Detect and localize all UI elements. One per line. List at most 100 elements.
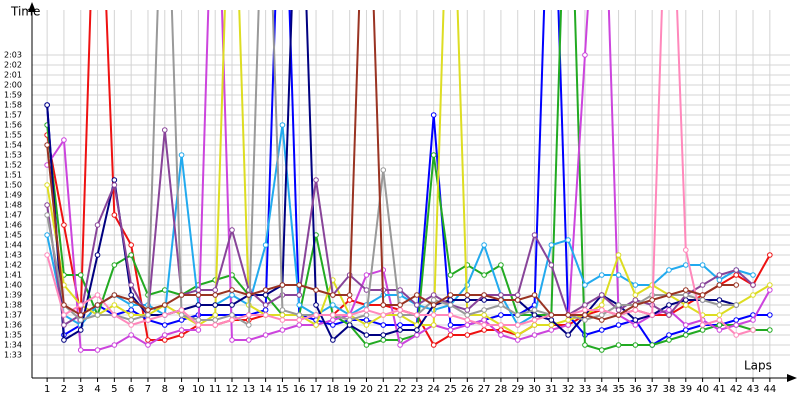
lap-point [699, 297, 706, 303]
lap-point [750, 282, 756, 288]
lap-point [447, 332, 454, 338]
lap-point [313, 312, 319, 318]
y-tick-label: 2:03 [4, 51, 22, 60]
lap-point [716, 297, 723, 303]
lap-point [111, 302, 118, 308]
lap-point [481, 297, 487, 303]
lap-point [380, 167, 387, 173]
lap-point [414, 302, 420, 308]
lap-point [481, 242, 487, 248]
lap-point [666, 312, 672, 318]
lap-point [111, 312, 118, 318]
lap-point [464, 297, 471, 303]
lap-point [229, 287, 235, 293]
lap-point [44, 252, 50, 258]
x-tick-label: 27 [478, 384, 491, 395]
lap-point [716, 312, 723, 318]
lap-point [430, 152, 437, 158]
y-tick-label: 1:48 [4, 201, 22, 210]
lap-point [767, 252, 773, 258]
lap-point [582, 317, 588, 323]
lap-point [313, 322, 319, 328]
lap-point [514, 337, 521, 343]
lap-point [733, 322, 740, 328]
lap-point [397, 312, 403, 318]
x-tick-label: 8 [162, 384, 168, 395]
lap-point [363, 322, 370, 328]
y-tick-label: 1:58 [4, 101, 22, 110]
lap-point [111, 262, 118, 268]
lap-point [195, 327, 202, 333]
y-tick-label: 1:53 [4, 151, 22, 160]
lap-point [716, 317, 723, 323]
lap-point [128, 312, 134, 318]
lap-point [380, 302, 387, 308]
lap-point [582, 302, 588, 308]
lap-point [397, 287, 403, 293]
lap-point [363, 287, 370, 293]
lap-point [498, 322, 504, 328]
lap-point [682, 262, 689, 268]
lap-point [128, 302, 134, 308]
x-axis-arrow [787, 374, 797, 382]
lap-point [615, 302, 622, 308]
lap-point [279, 327, 286, 333]
lap-point [128, 242, 134, 248]
lap-point [279, 282, 286, 288]
y-axis-title: Time [10, 5, 40, 19]
lap-point [666, 332, 672, 338]
lap-point [464, 322, 471, 328]
lap-point [44, 212, 50, 218]
lap-point [498, 262, 504, 268]
lap-point [296, 282, 303, 288]
lap-point [178, 317, 185, 323]
y-tick-label: 1:33 [4, 351, 22, 360]
y-tick-label: 2:00 [4, 81, 22, 90]
lap-point [279, 122, 286, 128]
lap-point [531, 317, 538, 323]
lap-point [313, 302, 319, 308]
lap-point [111, 342, 118, 348]
lap-point [94, 252, 101, 258]
x-tick-label: 42 [730, 384, 743, 395]
x-tick-label: 13 [242, 384, 255, 395]
x-tick-label: 32 [562, 384, 575, 395]
lap-point [531, 307, 538, 313]
lap-point [498, 297, 504, 303]
lap-point [77, 327, 84, 333]
lap-point [767, 327, 773, 333]
y-tick-label: 1:35 [4, 331, 22, 340]
lap-point [767, 282, 773, 288]
y-tick-label: 1:49 [4, 191, 22, 200]
lap-point [615, 272, 622, 278]
lap-point [565, 322, 571, 328]
lap-point [481, 307, 487, 313]
lap-point [565, 312, 571, 318]
lap-point [582, 52, 588, 58]
lap-point [699, 262, 706, 268]
lap-point [464, 312, 471, 318]
lap-point [531, 332, 538, 338]
x-tick-label: 38 [663, 384, 676, 395]
lap-point [128, 292, 134, 298]
lap-point [296, 302, 303, 308]
lap-point [682, 332, 689, 338]
lap-point [514, 332, 521, 338]
lap-point [632, 297, 639, 303]
lap-point [632, 307, 639, 313]
lap-point [346, 297, 353, 303]
lap-point [498, 312, 504, 318]
lap-point [750, 292, 756, 298]
lap-point [195, 292, 202, 298]
x-tick-label: 12 [226, 384, 239, 395]
lap-point [565, 317, 571, 323]
x-tick-label: 15 [276, 384, 289, 395]
x-tick-label: 16 [293, 384, 306, 395]
lap-point [598, 302, 605, 308]
lap-point [178, 327, 185, 333]
lap-point [682, 247, 689, 253]
lap-point [397, 342, 403, 348]
lap-point [397, 322, 403, 328]
lap-point [330, 302, 336, 308]
lap-point [430, 292, 437, 298]
